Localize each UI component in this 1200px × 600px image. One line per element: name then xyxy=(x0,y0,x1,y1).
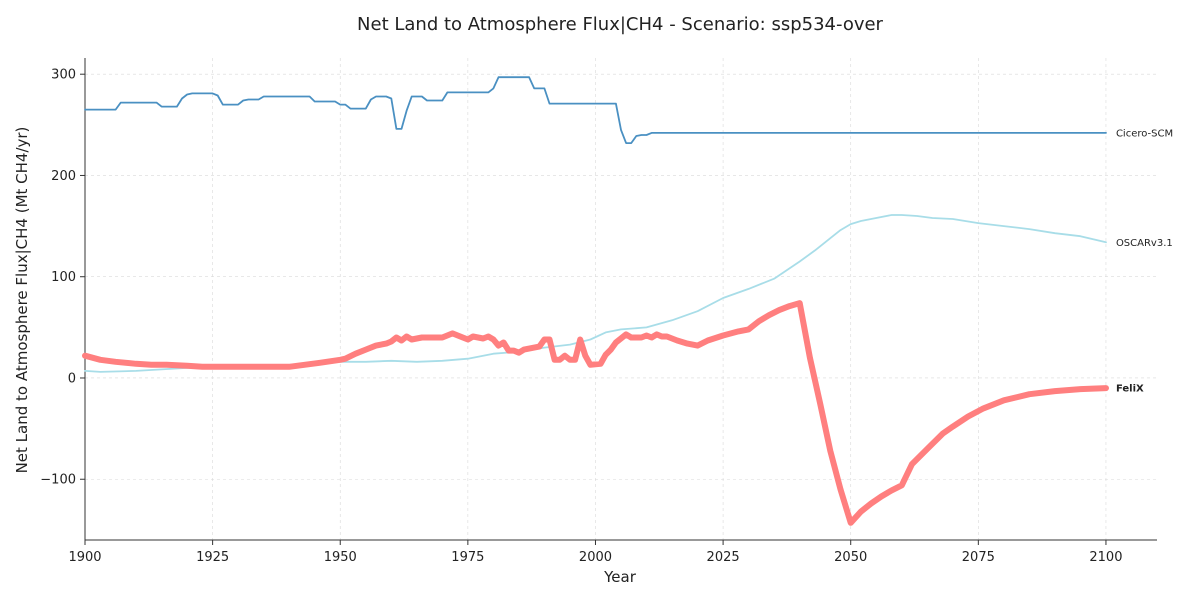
x-tick-label-2050: 2050 xyxy=(834,550,867,565)
series-end-labels: Cicero-SCM OSCARv3.1 FeliX xyxy=(1116,128,1173,394)
chart-title: Net Land to Atmosphere Flux|CH4 - Scenar… xyxy=(357,14,884,35)
x-tick-label-2000: 2000 xyxy=(579,550,612,565)
series-label-oscarv3-1: OSCARv3.1 xyxy=(1116,238,1173,249)
x-tick-label-1950: 1950 xyxy=(324,550,357,565)
x-tick-label-2100: 2100 xyxy=(1089,550,1122,565)
series-label-felix: FeliX xyxy=(1116,384,1144,395)
x-tick-label-2075: 2075 xyxy=(962,550,995,565)
y-tick-label-100: 100 xyxy=(51,270,76,285)
x-tick-label-1900: 1900 xyxy=(68,550,101,565)
x-tick-label-1925: 1925 xyxy=(196,550,229,565)
y-tick-label--100: −100 xyxy=(40,473,76,488)
series-line-cicero-scm xyxy=(84,76,1107,144)
series-label-cicero-scm: Cicero-SCM xyxy=(1116,128,1173,139)
x-axis-label: Year xyxy=(603,568,637,586)
y-tick-label-300: 300 xyxy=(51,68,76,83)
series-line-oscarv3-1 xyxy=(84,214,1107,373)
y-tick-label-0: 0 xyxy=(68,371,76,386)
grid xyxy=(84,58,1157,540)
y-tick-label-200: 200 xyxy=(51,169,76,184)
series-line-felix xyxy=(82,300,1109,526)
axes: 1900 1925 1950 1975 2000 2025 2050 2075 2100−100… xyxy=(40,58,1157,565)
series-lines xyxy=(82,76,1109,526)
x-tick-label-2025: 2025 xyxy=(707,550,740,565)
y-axis-label: Net Land to Atmosphere Flux|CH4 (Mt CH4/… xyxy=(13,127,31,474)
x-tick-label-1975: 1975 xyxy=(451,550,484,565)
